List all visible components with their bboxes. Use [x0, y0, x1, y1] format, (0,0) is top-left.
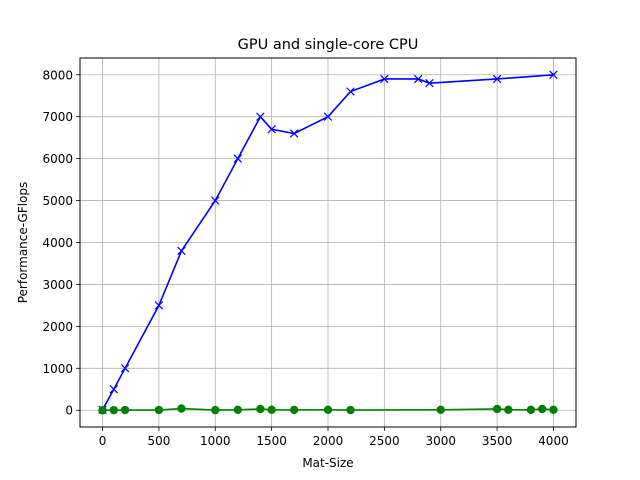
data-point	[425, 78, 434, 88]
data-point	[120, 364, 130, 373]
x-tick-label: 1000	[200, 434, 231, 448]
data-point	[289, 129, 299, 138]
data-point	[233, 154, 243, 163]
y-axis-label: Performance-GFlops	[16, 182, 30, 304]
data-point	[267, 405, 276, 415]
x-axis-label: Mat-Size	[302, 456, 353, 470]
x-tick-label: 4000	[538, 434, 569, 448]
data-point	[177, 246, 186, 256]
data-point	[537, 404, 547, 414]
data-point	[109, 385, 119, 394]
data-point	[289, 405, 299, 415]
chart-title: GPU and single-core CPU	[238, 37, 419, 53]
data-point	[380, 74, 389, 84]
x-tick-label: 1500	[256, 434, 287, 448]
y-tick-label: 4000	[42, 236, 73, 250]
data-point	[256, 404, 265, 414]
y-tick-label: 6000	[42, 152, 73, 166]
y-tick-label: 8000	[42, 68, 73, 82]
data-point	[154, 301, 164, 310]
x-tick-label: 3500	[482, 434, 513, 448]
data-point	[492, 74, 502, 84]
ticks: 0 500 1000 1500 2000 2500 3000 3500 4000 0 1000 200…	[42, 68, 568, 448]
y-tick-label: 0	[65, 404, 73, 418]
data-point	[120, 405, 130, 415]
y-tick-label: 2000	[42, 320, 73, 334]
data-point	[526, 405, 536, 415]
y-tick-label: 1000	[42, 362, 73, 376]
data-point	[154, 405, 164, 415]
data-point	[346, 405, 355, 415]
data-point	[211, 405, 220, 415]
data-point	[256, 112, 265, 121]
x-tick-label: 3000	[425, 434, 456, 448]
data-point	[436, 405, 445, 415]
data-point	[549, 405, 558, 415]
data-point	[492, 404, 502, 414]
data-point	[504, 405, 513, 414]
x-tick-label: 500	[147, 434, 170, 448]
x-tick-label: 0	[99, 434, 107, 448]
x-tick-label: 2000	[313, 434, 344, 448]
series-1	[98, 404, 558, 415]
data-point	[177, 404, 186, 413]
data-point	[323, 405, 333, 415]
y-tick-label: 7000	[42, 110, 73, 124]
data-point	[413, 74, 423, 84]
data-point	[549, 70, 558, 79]
data-point	[98, 406, 107, 415]
x-tick-label: 2500	[369, 434, 400, 448]
y-tick-label: 5000	[42, 194, 73, 208]
data-point	[323, 112, 333, 121]
data-point	[109, 405, 119, 415]
y-tick-label: 3000	[42, 278, 73, 292]
data-point	[267, 125, 276, 134]
data-point	[346, 87, 355, 96]
data-point	[233, 405, 243, 415]
series-layer	[98, 70, 558, 415]
data-point	[211, 196, 220, 205]
